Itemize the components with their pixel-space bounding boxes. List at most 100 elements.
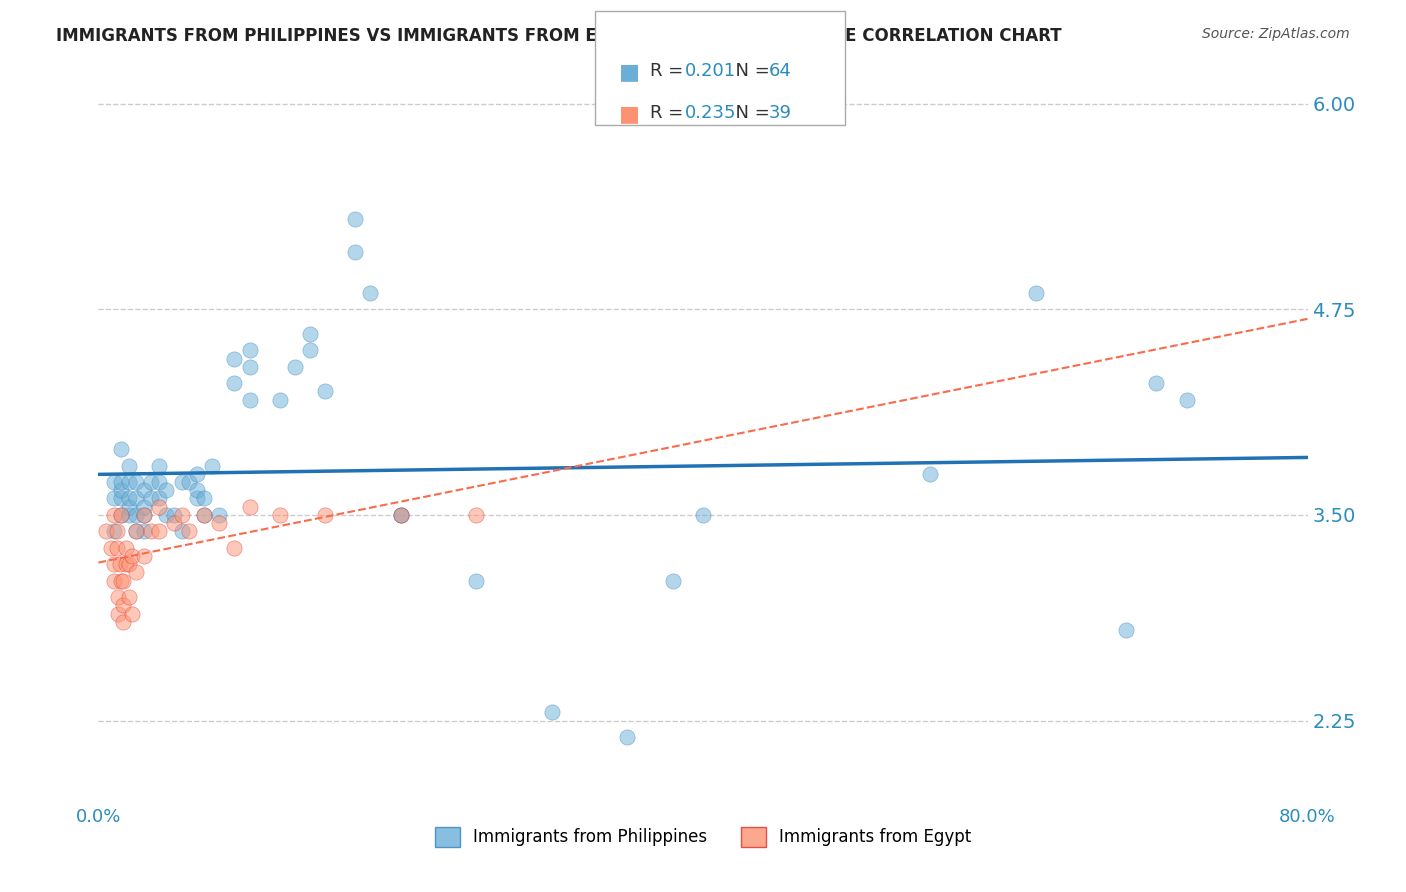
Point — [208, 508, 231, 522]
Text: R =: R = — [650, 104, 689, 122]
Text: Source: ZipAtlas.com: Source: ZipAtlas.com — [1202, 27, 1350, 41]
Point — [465, 508, 488, 522]
Point — [132, 524, 155, 539]
Point — [616, 730, 638, 744]
Point — [132, 483, 155, 498]
Point — [132, 500, 155, 514]
Point — [125, 475, 148, 489]
Point — [100, 541, 122, 555]
Point — [208, 516, 231, 530]
Point — [239, 343, 262, 358]
Point — [661, 574, 683, 588]
Point — [141, 491, 163, 506]
Point — [148, 500, 170, 514]
Point — [344, 244, 367, 259]
Point — [465, 574, 488, 588]
Point — [239, 359, 262, 374]
Point — [125, 508, 148, 522]
Point — [193, 508, 215, 522]
Point — [389, 508, 412, 522]
Point — [314, 508, 336, 522]
Point — [239, 500, 262, 514]
Point — [1024, 285, 1046, 300]
Text: 39: 39 — [769, 104, 792, 122]
Point — [163, 516, 186, 530]
Point — [111, 599, 134, 613]
Point — [118, 475, 141, 489]
Point — [540, 706, 562, 720]
Point — [186, 467, 208, 481]
Point — [148, 491, 170, 506]
Point — [344, 211, 367, 226]
Point — [125, 524, 148, 539]
Point — [389, 508, 412, 522]
Point — [148, 475, 170, 489]
Point — [299, 343, 322, 358]
Point — [155, 508, 177, 522]
Point — [125, 524, 148, 539]
Point — [186, 491, 208, 506]
Point — [118, 458, 141, 473]
Point — [114, 541, 136, 555]
Point — [186, 483, 208, 498]
Point — [314, 384, 336, 399]
Point — [110, 483, 132, 498]
Point — [141, 524, 163, 539]
Point — [269, 392, 291, 407]
Point — [179, 524, 201, 539]
Point — [125, 566, 148, 580]
Point — [201, 458, 224, 473]
Point — [103, 491, 125, 506]
Point — [692, 508, 714, 522]
Point — [132, 508, 155, 522]
Point — [1175, 392, 1198, 407]
Point — [269, 508, 291, 522]
Point — [141, 475, 163, 489]
Point — [105, 541, 128, 555]
Point — [114, 558, 136, 572]
Text: 64: 64 — [769, 62, 792, 80]
Point — [1144, 376, 1167, 391]
Point — [110, 475, 132, 489]
Point — [224, 376, 246, 391]
Point — [132, 508, 155, 522]
Point — [94, 524, 117, 539]
Text: ■: ■ — [619, 104, 640, 124]
Legend: Immigrants from Philippines, Immigrants from Egypt: Immigrants from Philippines, Immigrants … — [429, 820, 977, 854]
Text: 0.201: 0.201 — [685, 62, 735, 80]
Point — [121, 607, 143, 621]
Point — [179, 475, 201, 489]
Text: ■: ■ — [619, 62, 640, 82]
Point — [163, 508, 186, 522]
Point — [239, 392, 262, 407]
Point — [170, 524, 193, 539]
Point — [110, 508, 132, 522]
Point — [107, 590, 129, 604]
Point — [103, 508, 125, 522]
Text: IMMIGRANTS FROM PHILIPPINES VS IMMIGRANTS FROM EGYPT AVERAGE FAMILY SIZE CORRELA: IMMIGRANTS FROM PHILIPPINES VS IMMIGRANT… — [56, 27, 1062, 45]
Point — [108, 558, 131, 572]
Point — [148, 524, 170, 539]
Point — [118, 558, 141, 572]
Point — [360, 285, 382, 300]
Text: N =: N = — [724, 62, 776, 80]
Point — [125, 491, 148, 506]
Point — [389, 508, 412, 522]
Point — [193, 508, 215, 522]
Point — [224, 351, 246, 366]
Point — [118, 590, 141, 604]
Point — [918, 467, 941, 481]
Point — [111, 574, 134, 588]
Point — [110, 508, 132, 522]
Point — [118, 491, 141, 506]
Point — [103, 475, 125, 489]
Point — [103, 574, 125, 588]
Point — [107, 607, 129, 621]
Text: 0.235: 0.235 — [685, 104, 737, 122]
Point — [170, 508, 193, 522]
Point — [121, 549, 143, 563]
Point — [110, 442, 132, 456]
Point — [110, 574, 132, 588]
Point — [284, 359, 307, 374]
Point — [299, 326, 322, 341]
